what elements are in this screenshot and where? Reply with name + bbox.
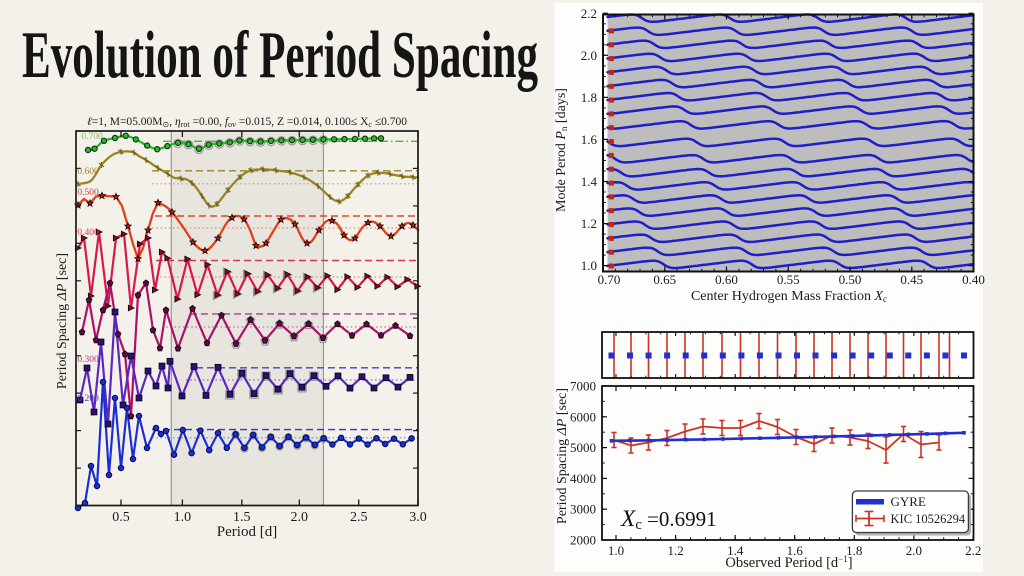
svg-text:1.0: 1.0 <box>174 510 192 525</box>
svg-text:Xc =0.6991: Xc =0.6991 <box>620 506 717 533</box>
svg-text:Observed Period [d−1]: Observed Period [d−1] <box>725 554 852 571</box>
svg-text:1.4: 1.4 <box>581 174 598 189</box>
svg-text:2.2: 2.2 <box>965 543 981 558</box>
svg-text:1.8: 1.8 <box>846 543 862 558</box>
svg-text:1.2: 1.2 <box>581 216 597 231</box>
svg-text:3.0: 3.0 <box>409 510 427 525</box>
svg-text:1.2: 1.2 <box>667 543 683 558</box>
svg-text:0.55: 0.55 <box>777 272 800 287</box>
svg-text:2.0: 2.0 <box>581 48 597 63</box>
svg-text:0.5: 0.5 <box>112 510 130 525</box>
svg-text:6000: 6000 <box>570 409 596 424</box>
svg-text:0.60: 0.60 <box>715 272 738 287</box>
svg-text:KIC 10526294: KIC 10526294 <box>891 512 966 526</box>
svg-text:2.0: 2.0 <box>291 510 309 525</box>
svg-text:1.0: 1.0 <box>581 258 597 273</box>
svg-text:Mode Perod Pn [days]: Mode Perod Pn [days] <box>554 88 569 212</box>
svg-text:0.50: 0.50 <box>839 272 862 287</box>
svg-text:Period Spacing ΔP [sec]: Period Spacing ΔP [sec] <box>555 388 570 524</box>
svg-text:0.400: 0.400 <box>77 228 99 238</box>
svg-text:Period [d]: Period [d] <box>217 524 277 540</box>
svg-text:1.5: 1.5 <box>233 510 251 525</box>
svg-text:7000: 7000 <box>570 379 596 394</box>
svg-text:0.40: 0.40 <box>962 272 985 287</box>
svg-text:0.65: 0.65 <box>653 272 676 287</box>
svg-text:0.45: 0.45 <box>900 272 923 287</box>
svg-text:Evolution of Period Spacing: Evolution of Period Spacing <box>22 18 538 92</box>
svg-text:0.70: 0.70 <box>598 272 621 287</box>
svg-text:GYRE: GYRE <box>891 494 926 509</box>
svg-text:1.6: 1.6 <box>787 543 804 558</box>
svg-text:1.0: 1.0 <box>608 543 624 558</box>
svg-text:0.700: 0.700 <box>81 132 103 142</box>
svg-text:2.5: 2.5 <box>350 510 368 525</box>
svg-text:2.2: 2.2 <box>581 6 597 21</box>
svg-text:ℓ=1, M=05.00M⊙, ηrot =0.00, fo: ℓ=1, M=05.00M⊙, ηrot =0.00, fov =0.015, … <box>87 116 407 129</box>
svg-text:1.4: 1.4 <box>727 543 744 558</box>
svg-text:0.300: 0.300 <box>77 355 99 365</box>
svg-text:5000: 5000 <box>570 440 596 455</box>
svg-text:1.8: 1.8 <box>581 90 597 105</box>
svg-text:0.200: 0.200 <box>77 394 99 404</box>
svg-text:2.0: 2.0 <box>906 543 922 558</box>
svg-text:0.500: 0.500 <box>77 188 99 198</box>
svg-text:3000: 3000 <box>570 502 596 517</box>
svg-text:0.600: 0.600 <box>77 167 99 177</box>
svg-text:2000: 2000 <box>570 533 596 548</box>
svg-text:Period Spacing ΔP [sec]: Period Spacing ΔP [sec] <box>55 253 70 389</box>
svg-text:4000: 4000 <box>570 471 596 486</box>
svg-text:1.6: 1.6 <box>581 132 598 147</box>
svg-text:Center Hydrogen Mass Fraction: Center Hydrogen Mass Fraction Xc <box>691 289 887 304</box>
